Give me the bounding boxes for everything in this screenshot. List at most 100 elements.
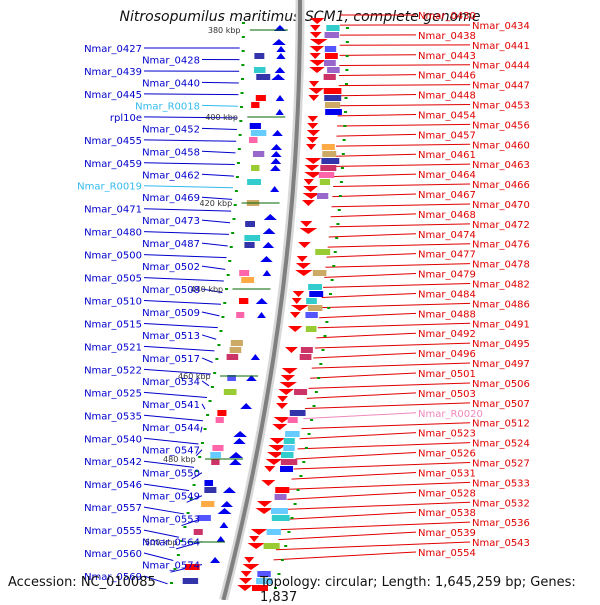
tick-mark <box>204 428 207 430</box>
reverse-gene-arrow <box>271 74 285 80</box>
leader-line <box>202 128 237 129</box>
left-gene-label: Nmar_0515 <box>84 319 142 330</box>
leader-line <box>202 220 230 223</box>
right-gene-label: Nmar_0543 <box>472 538 530 549</box>
forward-gene-arrow <box>310 32 322 38</box>
tick-mark <box>313 405 316 407</box>
leader-line <box>144 255 227 258</box>
right-gene-label: Nmar_0472 <box>472 220 530 231</box>
left-gene-label: Nmar_0560 <box>84 549 142 560</box>
reverse-gene-arrow <box>271 158 282 164</box>
right-gene-label: Nmar_0464 <box>418 170 476 181</box>
right-gene-label: Nmar_0531 <box>418 468 476 479</box>
gene-category-box <box>325 32 339 38</box>
left-gene-label: Nmar_0522 <box>84 365 142 376</box>
gene-category-box <box>317 193 328 199</box>
reverse-gene-arrow <box>257 312 266 318</box>
forward-gene-arrow <box>298 242 311 248</box>
tick-mark <box>336 223 339 225</box>
forward-gene-arrow <box>264 466 275 472</box>
left-gene-label: Nmar_0445 <box>84 90 142 101</box>
right-gene-label: Nmar_0463 <box>472 160 530 171</box>
tick-mark <box>340 181 343 183</box>
left-gene-label: Nmar_0540 <box>84 434 142 445</box>
left-gene-label: Nmar_0427 <box>84 44 142 55</box>
gene-category-box <box>210 452 221 458</box>
reverse-gene-arrow <box>251 354 260 360</box>
right-gene-label: Nmar_0536 <box>472 518 530 529</box>
right-gene-label: Nmar_0476 <box>472 240 530 251</box>
right-gene-label: Nmar_0447 <box>472 81 530 92</box>
tick-mark <box>339 195 342 197</box>
gene-category-box <box>230 347 242 353</box>
right-gene-label: Nmar_0503 <box>418 389 476 400</box>
forward-gene-arrow <box>282 368 298 374</box>
tick-mark <box>325 321 328 323</box>
reverse-gene-arrow <box>264 214 277 220</box>
left-gene-label: Nmar_0455 <box>84 136 142 147</box>
tick-mark <box>227 274 230 276</box>
tick-mark <box>346 41 349 43</box>
forward-gene-arrow <box>310 46 324 52</box>
gene-category-box <box>324 95 341 101</box>
left-gene-label: Nmar_0535 <box>84 411 142 422</box>
leader-line <box>327 254 416 257</box>
right-gene-label: Nmar_0482 <box>472 280 530 291</box>
left-gene-label: Nmar_0553 <box>142 515 200 526</box>
tick-mark <box>228 260 231 262</box>
leader-line <box>340 55 416 56</box>
right-gene-label: Nmar_0454 <box>418 110 476 121</box>
right-gene-label: Nmar_0523 <box>418 429 476 440</box>
gene-category-box <box>201 501 214 507</box>
gene-category-box <box>322 151 336 157</box>
tick-mark <box>223 302 226 304</box>
gene-category-box <box>249 137 258 143</box>
right-gene-label: Nmar_0484 <box>418 289 476 300</box>
gene-category-box <box>217 410 226 416</box>
left-gene-label: Nmar_0487 <box>142 239 200 250</box>
leader-line <box>144 484 189 490</box>
forward-gene-arrow <box>291 305 309 311</box>
leader-line <box>144 140 236 141</box>
leader-line <box>303 413 416 419</box>
reverse-gene-arrow <box>276 46 285 52</box>
leader-line <box>144 94 238 95</box>
ruler-label: 380 kbp <box>208 26 241 35</box>
gene-category-box <box>309 291 323 297</box>
forward-gene-arrow <box>261 480 275 486</box>
tick-mark <box>215 358 218 360</box>
tick-mark <box>331 279 334 281</box>
tick-mark <box>334 251 337 253</box>
gene-category-box <box>308 284 322 290</box>
leader-line <box>313 353 416 358</box>
left-gene-label: Nmar_0452 <box>142 124 200 135</box>
left-gene-label: Nmar_0574 <box>142 561 200 572</box>
left-gene-label: Nmar_0500 <box>84 251 142 262</box>
tick-mark <box>239 134 242 136</box>
forward-gene-arrow <box>241 571 252 577</box>
forward-gene-arrow <box>278 389 294 395</box>
leader-line <box>324 274 416 278</box>
left-gene-label: Nmar_0521 <box>84 342 142 353</box>
left-gene-label: Nmar_0542 <box>84 457 142 468</box>
leader-line <box>316 333 416 338</box>
gene-category-box <box>245 221 255 227</box>
forward-gene-arrow <box>255 508 272 514</box>
left-gene-label: Nmar_0546 <box>84 480 142 491</box>
gene-category-box <box>325 102 340 108</box>
right-gene-label: Nmar_0533 <box>472 478 530 489</box>
left-gene-label: Nmar_0505 <box>84 274 142 285</box>
left-gene-label: Nmar_0471 <box>84 205 142 216</box>
reverse-gene-arrow <box>221 501 233 507</box>
leader-line <box>144 346 214 350</box>
gene-category-box <box>264 543 280 549</box>
forward-gene-arrow <box>248 543 265 549</box>
leader-line <box>333 184 470 186</box>
tick-mark <box>343 125 346 127</box>
right-gene-label: Nmar_0528 <box>418 488 476 499</box>
right-gene-label: Nmar_0438 <box>418 31 476 42</box>
forward-gene-arrow <box>307 123 318 129</box>
forward-gene-arrow <box>297 256 308 262</box>
leader-line <box>144 553 173 560</box>
forward-gene-arrow <box>237 585 252 591</box>
